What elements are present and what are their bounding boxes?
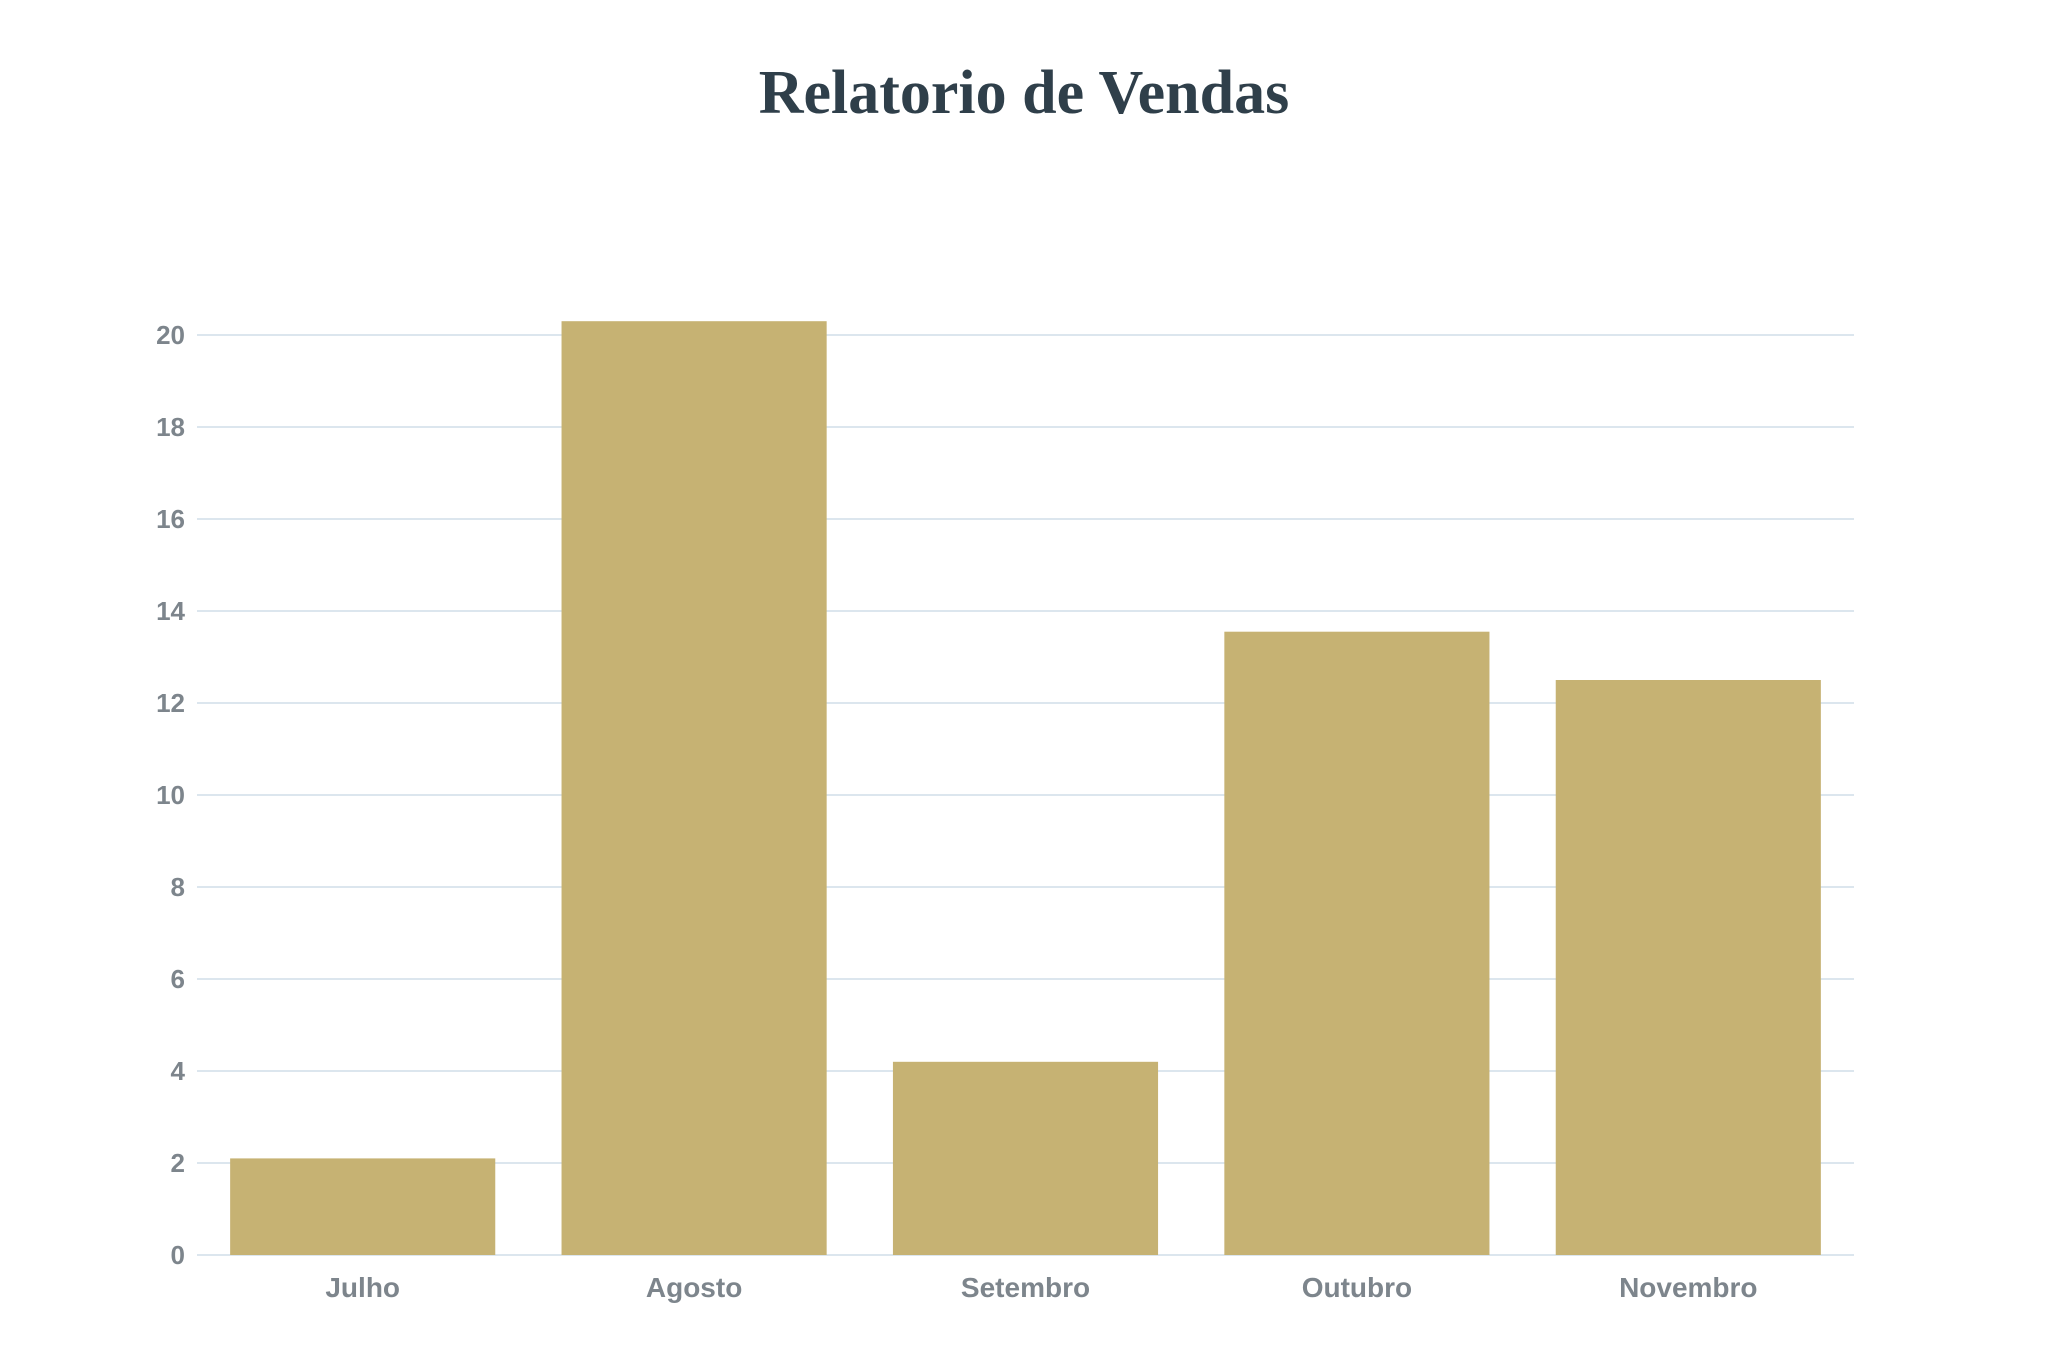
chart-title: Relatorio de Vendas [758, 59, 1290, 127]
y-tick-label: 4 [171, 1056, 186, 1086]
y-tick-label: 6 [171, 964, 185, 994]
x-tick-label: Novembro [1619, 1272, 1757, 1303]
x-axis-labels: Julho Agosto Setembro Outubro Novembro [325, 1272, 1757, 1303]
y-tick-label: 8 [171, 872, 185, 902]
bar-outubro [1224, 631, 1490, 1255]
bar-julho [230, 1158, 496, 1255]
bars [230, 321, 1821, 1255]
bar-agosto [561, 321, 827, 1255]
x-tick-label: Outubro [1302, 1272, 1412, 1303]
x-tick-label: Julho [325, 1272, 400, 1303]
y-tick-label: 18 [156, 412, 185, 442]
y-tick-label: 12 [156, 688, 185, 718]
y-tick-label: 2 [171, 1148, 185, 1178]
y-axis-ticks: 0 2 4 6 8 10 12 14 16 18 20 [156, 320, 185, 1270]
x-tick-label: Setembro [961, 1272, 1090, 1303]
y-tick-label: 16 [156, 504, 185, 534]
y-tick-label: 0 [171, 1240, 185, 1270]
bar-setembro [892, 1061, 1159, 1255]
bar-novembro [1555, 680, 1821, 1255]
x-tick-label: Agosto [646, 1272, 742, 1303]
y-tick-label: 20 [156, 320, 185, 350]
y-tick-label: 10 [156, 780, 185, 810]
y-tick-label: 14 [156, 596, 185, 626]
